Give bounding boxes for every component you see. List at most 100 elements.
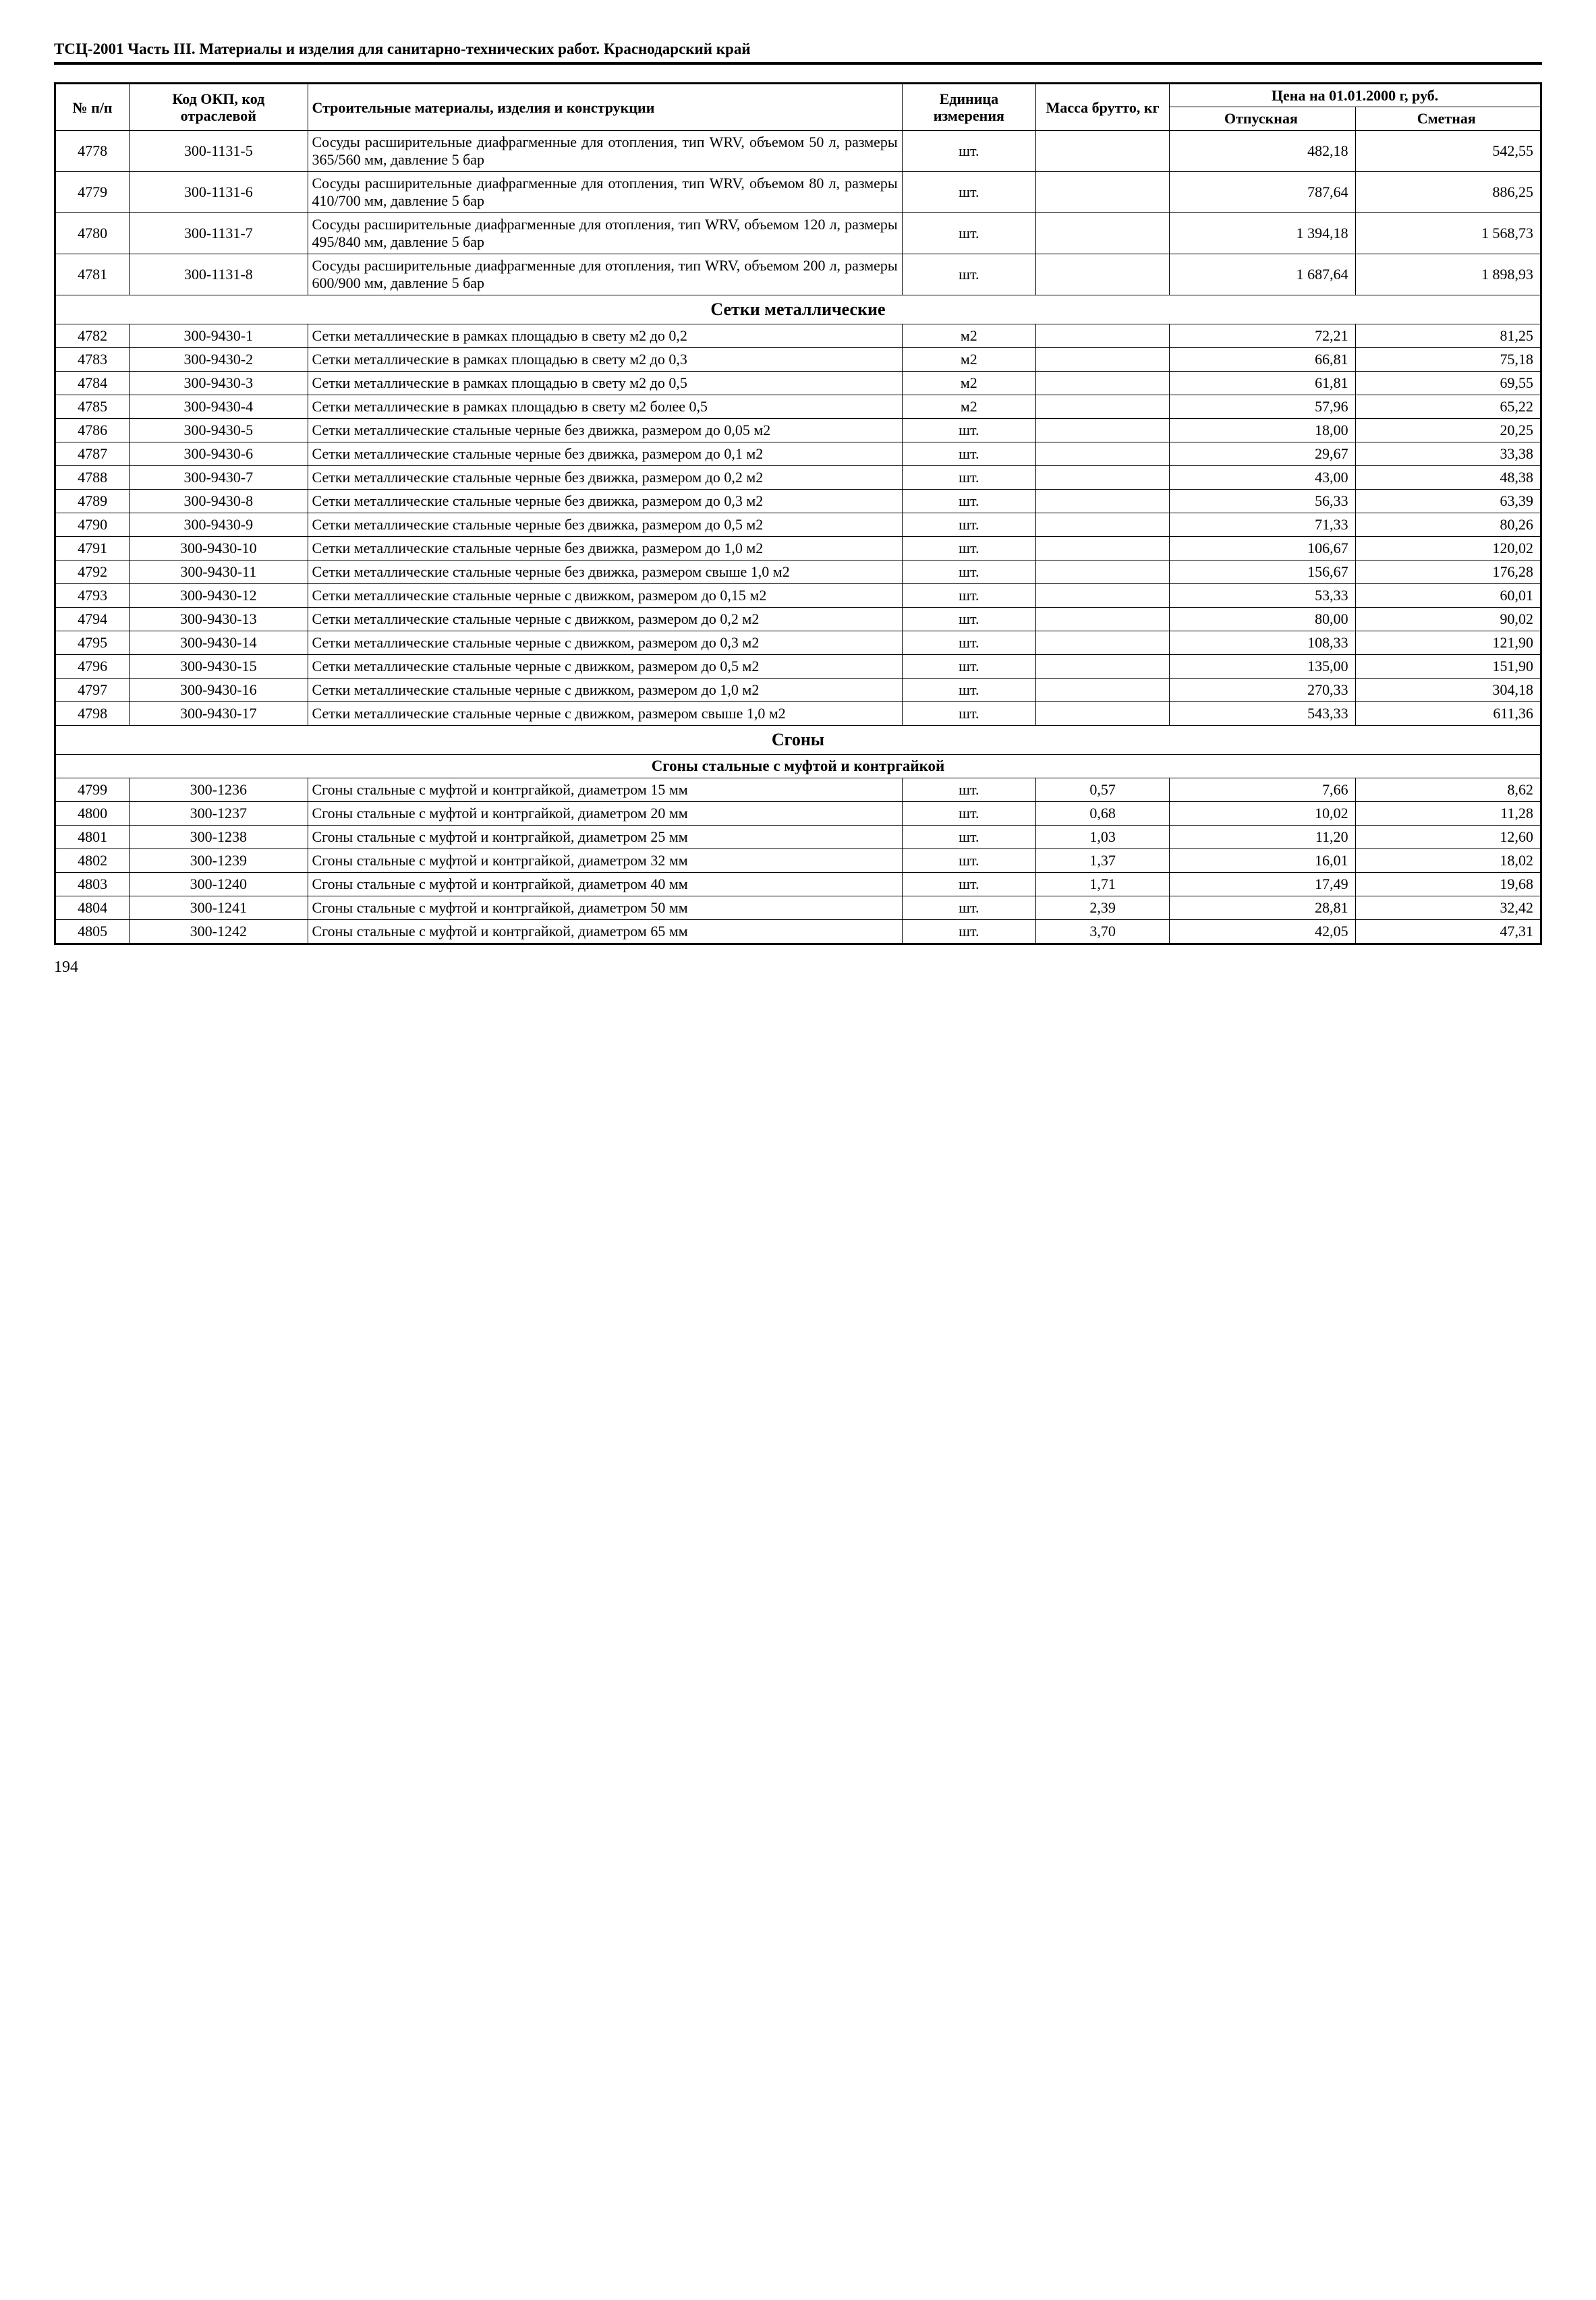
cell-unit: шт. [902,631,1035,655]
cell-num: 4782 [55,324,130,348]
page-number: 194 [54,958,1542,977]
cell-price-release: 80,00 [1170,608,1355,631]
cell-price-estimate: 81,25 [1355,324,1541,348]
cell-name: Сетки металлические стальные черные с дв… [308,702,902,726]
table-row: 4794300-9430-13Сетки металлические сталь… [55,608,1541,631]
cell-unit: шт. [902,419,1035,442]
cell-code: 300-9430-14 [130,631,308,655]
table-row: 4781300-1131-8Сосуды расширительные диаф… [55,254,1541,295]
cell-mass [1035,131,1169,172]
cell-mass [1035,490,1169,513]
cell-name: Сосуды расширительные диафрагменные для … [308,254,902,295]
cell-price-estimate: 886,25 [1355,172,1541,213]
cell-price-release: 16,01 [1170,849,1355,873]
table-row: 4796300-9430-15Сетки металлические сталь… [55,655,1541,679]
cell-code: 300-9430-4 [130,395,308,419]
table-row: 4789300-9430-8Сетки металлические стальн… [55,490,1541,513]
cell-unit: м2 [902,395,1035,419]
table-row: 4778300-1131-5Сосуды расширительные диаф… [55,131,1541,172]
cell-name: Сгоны стальные с муфтой и контргайкой, д… [308,802,902,826]
cell-unit: шт. [902,679,1035,702]
cell-code: 300-9430-15 [130,655,308,679]
cell-price-estimate: 63,39 [1355,490,1541,513]
cell-name: Сгоны стальные с муфтой и контргайкой, д… [308,849,902,873]
cell-price-estimate: 60,01 [1355,584,1541,608]
cell-name: Сетки металлические стальные черные без … [308,560,902,584]
cell-price-release: 18,00 [1170,419,1355,442]
cell-num: 4799 [55,778,130,802]
section-title: Сетки металлические [55,295,1541,324]
cell-code: 300-1242 [130,920,308,944]
table-row: 4799300-1236Сгоны стальные с муфтой и ко… [55,778,1541,802]
cell-mass: 1,03 [1035,826,1169,849]
table-row: 4793300-9430-12Сетки металлические сталь… [55,584,1541,608]
cell-price-release: 53,33 [1170,584,1355,608]
cell-price-release: 1 394,18 [1170,213,1355,254]
cell-num: 4798 [55,702,130,726]
cell-num: 4779 [55,172,130,213]
cell-price-release: 72,21 [1170,324,1355,348]
col-header-price-estimate: Сметная [1355,107,1541,131]
cell-price-release: 270,33 [1170,679,1355,702]
cell-num: 4783 [55,348,130,372]
cell-code: 300-9430-5 [130,419,308,442]
table-row: 4784300-9430-3Сетки металлические в рамк… [55,372,1541,395]
cell-name: Сосуды расширительные диафрагменные для … [308,213,902,254]
table-row: 4795300-9430-14Сетки металлические сталь… [55,631,1541,655]
cell-price-release: 1 687,64 [1170,254,1355,295]
cell-num: 4788 [55,466,130,490]
cell-name: Сетки металлические стальные черные без … [308,513,902,537]
cell-price-estimate: 69,55 [1355,372,1541,395]
cell-code: 300-1240 [130,873,308,896]
cell-code: 300-9430-8 [130,490,308,513]
col-header-mass: Масса брутто, кг [1035,84,1169,131]
cell-mass [1035,213,1169,254]
cell-mass [1035,348,1169,372]
cell-num: 4784 [55,372,130,395]
cell-unit: шт. [902,849,1035,873]
cell-unit: шт. [902,466,1035,490]
cell-unit: шт. [902,490,1035,513]
col-header-num: № п/п [55,84,130,131]
cell-name: Сосуды расширительные диафрагменные для … [308,172,902,213]
cell-price-release: 66,81 [1170,348,1355,372]
subsection-title: Сгоны стальные с муфтой и контргайкой [55,755,1541,778]
table-row: 4800300-1237Сгоны стальные с муфтой и ко… [55,802,1541,826]
cell-mass [1035,560,1169,584]
cell-num: 4781 [55,254,130,295]
section-row: Сетки металлические [55,295,1541,324]
cell-price-estimate: 90,02 [1355,608,1541,631]
cell-name: Сетки металлические стальные черные без … [308,466,902,490]
cell-unit: шт. [902,608,1035,631]
cell-unit: м2 [902,348,1035,372]
cell-code: 300-1131-8 [130,254,308,295]
cell-price-estimate: 120,02 [1355,537,1541,560]
cell-name: Сосуды расширительные диафрагменные для … [308,131,902,172]
table-row: 4798300-9430-17Сетки металлические сталь… [55,702,1541,726]
cell-code: 300-9430-3 [130,372,308,395]
cell-num: 4791 [55,537,130,560]
table-row: 4787300-9430-6Сетки металлические стальн… [55,442,1541,466]
cell-price-release: 10,02 [1170,802,1355,826]
cell-code: 300-9430-9 [130,513,308,537]
cell-mass [1035,442,1169,466]
cell-code: 300-9430-10 [130,537,308,560]
cell-price-release: 56,33 [1170,490,1355,513]
cell-num: 4801 [55,826,130,849]
cell-name: Сетки металлические в рамках площадью в … [308,395,902,419]
cell-num: 4793 [55,584,130,608]
cell-mass [1035,537,1169,560]
cell-price-estimate: 80,26 [1355,513,1541,537]
cell-name: Сгоны стальные с муфтой и контргайкой, д… [308,873,902,896]
cell-num: 4797 [55,679,130,702]
section-row: Сгоны [55,726,1541,755]
cell-name: Сгоны стальные с муфтой и контргайкой, д… [308,920,902,944]
table-row: 4782300-9430-1Сетки металлические в рамк… [55,324,1541,348]
cell-num: 4778 [55,131,130,172]
cell-mass [1035,702,1169,726]
cell-unit: м2 [902,372,1035,395]
cell-price-estimate: 47,31 [1355,920,1541,944]
cell-code: 300-1239 [130,849,308,873]
cell-price-estimate: 176,28 [1355,560,1541,584]
cell-mass [1035,513,1169,537]
